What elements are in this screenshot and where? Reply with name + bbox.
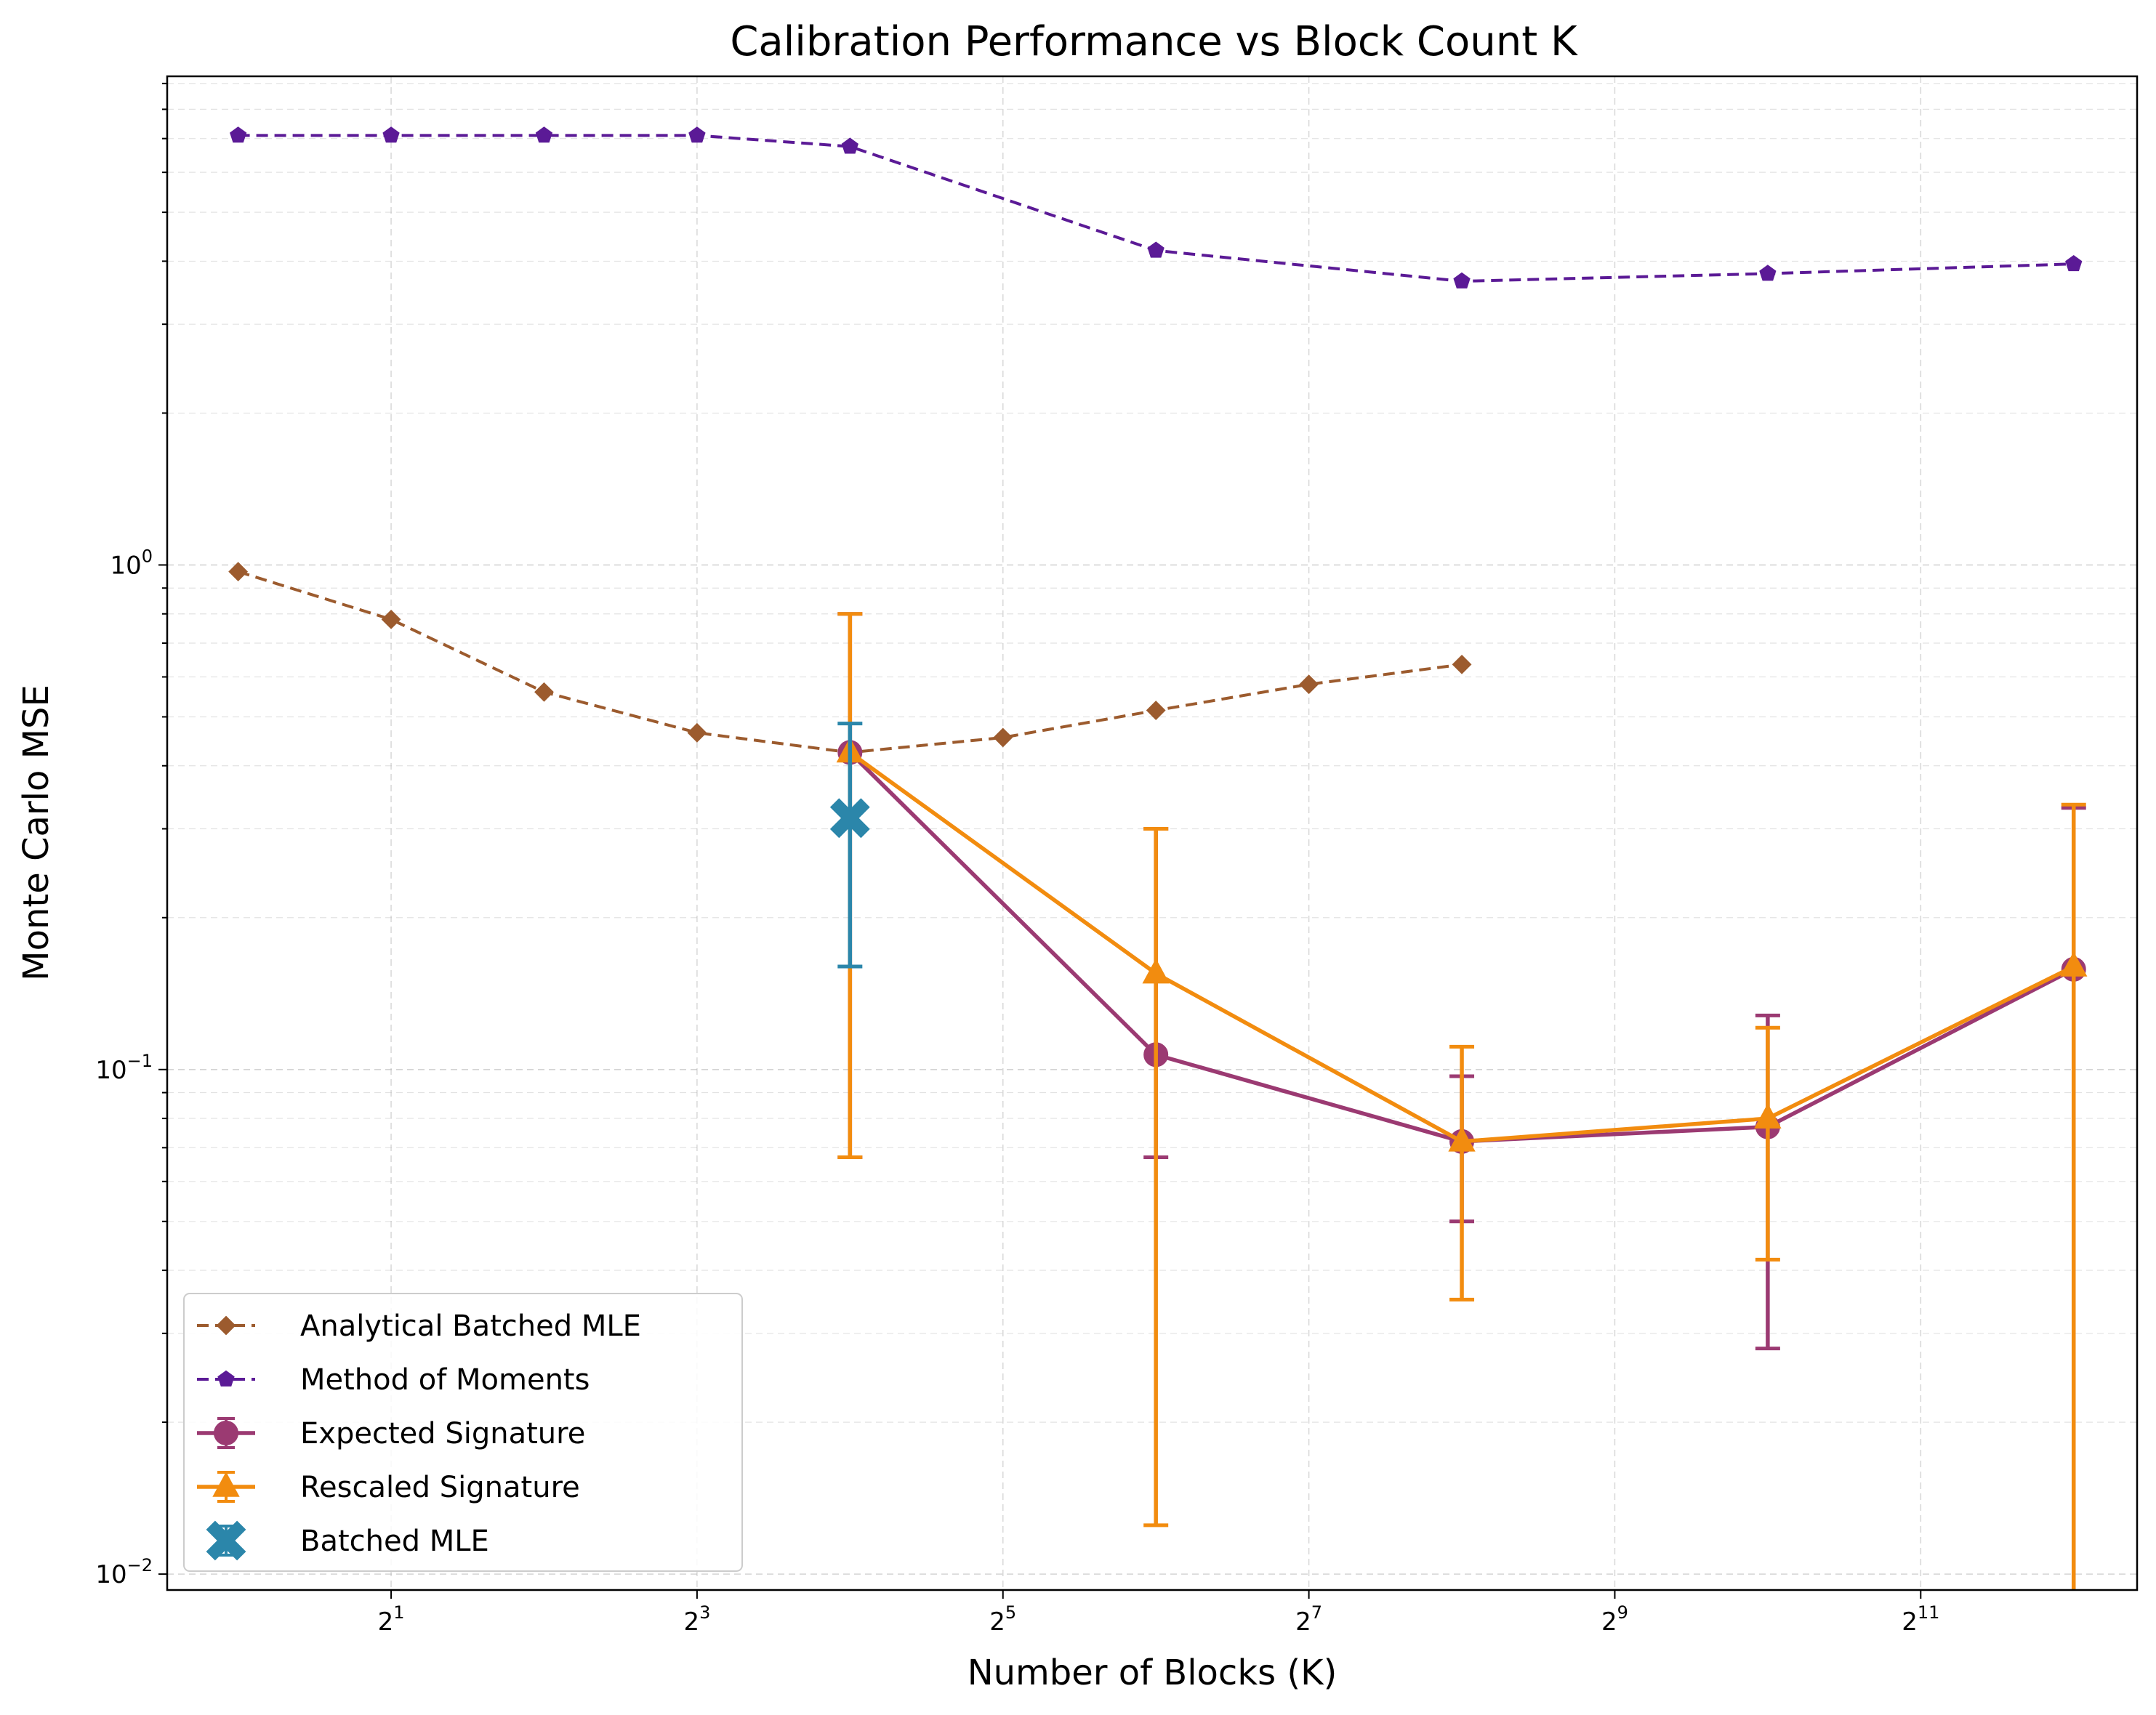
x-axis-label: Number of Blocks (K) xyxy=(968,1653,1338,1693)
data-point xyxy=(1448,1126,1476,1152)
y-tick-label: 10−1 xyxy=(95,1051,153,1085)
data-point xyxy=(1759,265,1777,281)
data-point xyxy=(534,682,554,702)
legend-label: Batched MLE xyxy=(300,1525,489,1558)
data-point xyxy=(2065,254,2083,272)
plot-frame xyxy=(166,75,2139,1591)
legend-label: Expected Signature xyxy=(300,1417,585,1450)
data-point xyxy=(382,126,400,143)
legend-marker xyxy=(216,1315,236,1336)
legend-entry: Rescaled Signature xyxy=(197,1471,580,1504)
data-point xyxy=(1147,241,1165,258)
data-point xyxy=(1146,701,1166,720)
y-tick-label: 10−2 xyxy=(95,1555,153,1589)
data-point xyxy=(228,562,249,582)
data-point xyxy=(381,609,401,629)
legend-entry: Method of Moments xyxy=(197,1363,590,1397)
data-point xyxy=(687,722,707,743)
x-tick-label: 27 xyxy=(1295,1602,1322,1637)
x-tick-label: 29 xyxy=(1601,1602,1628,1637)
data-point xyxy=(688,126,706,143)
x-tick-label: 21 xyxy=(378,1602,405,1637)
legend-box xyxy=(183,1293,743,1572)
x-tick-label: 211 xyxy=(1902,1602,1939,1637)
data-point xyxy=(1754,1103,1782,1129)
legend-entry: Expected Signature xyxy=(197,1417,585,1450)
chart-title: Calibration Performance vs Block Count K xyxy=(730,18,1578,65)
legend: Analytical Batched MLE Method of Moments E… xyxy=(183,1293,743,1572)
series-line xyxy=(238,134,2074,283)
y-tick-label: 100 xyxy=(110,546,153,580)
data-point xyxy=(535,126,553,143)
data-point xyxy=(1299,674,1319,695)
series-1 xyxy=(230,126,2083,288)
data-point xyxy=(993,727,1013,748)
legend-marker xyxy=(217,1370,235,1387)
legend-marker xyxy=(212,1472,240,1497)
data-point xyxy=(841,137,858,154)
legend-entry: Analytical Batched MLE xyxy=(197,1310,641,1343)
legend-entry: Batched MLE xyxy=(206,1520,489,1561)
data-point xyxy=(829,798,870,839)
x-tick-label: 25 xyxy=(989,1602,1016,1637)
series-3 xyxy=(836,612,2088,1590)
legend-marker xyxy=(214,1421,238,1445)
legend-label: Analytical Batched MLE xyxy=(300,1310,641,1343)
series-4 xyxy=(829,722,870,969)
data-point xyxy=(230,126,247,143)
legend-label: Method of Moments xyxy=(300,1363,590,1397)
x-tick-label: 23 xyxy=(683,1602,710,1637)
y-axis-label: Monte Carlo MSE xyxy=(16,685,57,981)
plot-series xyxy=(228,126,2088,1590)
grid xyxy=(167,76,2137,1590)
axis-ticks: 21 23 25 27 29 211 10−2 10−1 100 xyxy=(95,82,1939,1637)
data-point xyxy=(1453,272,1471,288)
data-point xyxy=(2060,951,2088,977)
legend-label: Rescaled Signature xyxy=(300,1471,580,1504)
legend-marker xyxy=(206,1520,246,1561)
data-point xyxy=(1142,958,1170,984)
data-point xyxy=(1452,654,1472,674)
